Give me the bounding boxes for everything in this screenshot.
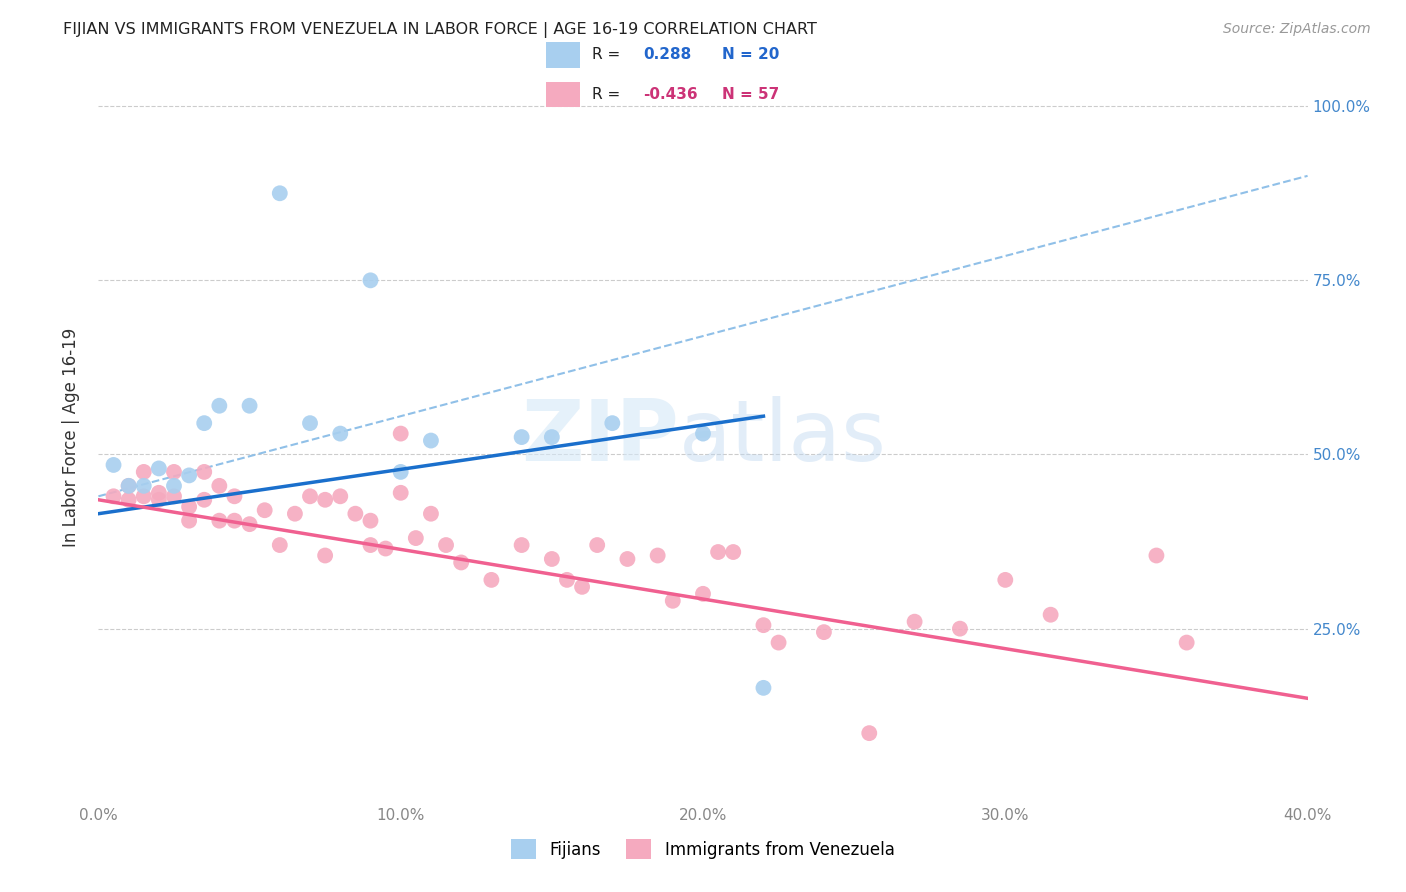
Point — [360, 514, 382, 528]
Point — [239, 399, 262, 413]
Text: R =: R = — [592, 47, 620, 62]
Point — [858, 726, 880, 740]
Point — [193, 465, 215, 479]
Point — [450, 556, 472, 570]
Text: ZIP: ZIP — [522, 395, 679, 479]
Point — [1175, 635, 1198, 649]
Point — [389, 426, 412, 441]
Text: FIJIAN VS IMMIGRANTS FROM VENEZUELA IN LABOR FORCE | AGE 16-19 CORRELATION CHART: FIJIAN VS IMMIGRANTS FROM VENEZUELA IN L… — [63, 22, 817, 38]
Point — [208, 514, 231, 528]
Point — [163, 465, 186, 479]
Text: atlas: atlas — [679, 395, 887, 479]
Point — [602, 416, 624, 430]
Point — [208, 399, 231, 413]
Text: Source: ZipAtlas.com: Source: ZipAtlas.com — [1223, 22, 1371, 37]
Point — [616, 552, 638, 566]
Point — [510, 430, 533, 444]
Point — [179, 500, 201, 514]
Point — [420, 434, 443, 448]
Text: N = 20: N = 20 — [721, 47, 779, 62]
Point — [118, 492, 141, 507]
Point — [434, 538, 457, 552]
Point — [118, 479, 141, 493]
Point — [314, 549, 336, 563]
Point — [299, 489, 322, 503]
Point — [360, 273, 382, 287]
Point — [555, 573, 578, 587]
Point — [148, 492, 170, 507]
Point — [193, 416, 215, 430]
Point — [723, 545, 745, 559]
Point — [389, 465, 412, 479]
Point — [692, 426, 714, 441]
Point — [329, 489, 352, 503]
Point — [179, 468, 201, 483]
Point — [647, 549, 669, 563]
Text: N = 57: N = 57 — [721, 87, 779, 103]
Text: -0.436: -0.436 — [643, 87, 697, 103]
Point — [540, 430, 562, 444]
Point — [132, 465, 155, 479]
Point — [481, 573, 503, 587]
Point — [103, 458, 125, 472]
Point — [904, 615, 927, 629]
Point — [949, 622, 972, 636]
Point — [299, 416, 322, 430]
Point — [389, 485, 412, 500]
Point — [269, 538, 291, 552]
Point — [132, 489, 155, 503]
Point — [540, 552, 562, 566]
Point — [224, 514, 246, 528]
Point — [707, 545, 730, 559]
Text: 0.288: 0.288 — [643, 47, 692, 62]
Point — [360, 538, 382, 552]
Legend: Fijians, Immigrants from Venezuela: Fijians, Immigrants from Venezuela — [503, 830, 903, 868]
Point — [284, 507, 307, 521]
Point — [269, 186, 291, 201]
Point — [752, 681, 775, 695]
Bar — [547, 82, 579, 108]
Text: R =: R = — [592, 87, 620, 103]
Point — [329, 426, 352, 441]
Point — [344, 507, 367, 521]
Point — [208, 479, 231, 493]
Point — [239, 517, 262, 532]
Point — [420, 507, 443, 521]
Point — [179, 514, 201, 528]
Point — [103, 489, 125, 503]
Point — [314, 492, 336, 507]
Point — [1039, 607, 1062, 622]
Point — [374, 541, 396, 556]
Point — [1144, 549, 1167, 563]
Bar — [547, 42, 579, 68]
Point — [510, 538, 533, 552]
Point — [768, 635, 790, 649]
Point — [752, 618, 775, 632]
Y-axis label: In Labor Force | Age 16-19: In Labor Force | Age 16-19 — [62, 327, 80, 547]
Point — [148, 461, 170, 475]
Point — [692, 587, 714, 601]
Point — [586, 538, 609, 552]
Point — [253, 503, 276, 517]
Point — [118, 479, 141, 493]
Point — [571, 580, 593, 594]
Point — [661, 594, 683, 608]
Point — [132, 479, 155, 493]
Point — [224, 489, 246, 503]
Point — [163, 489, 186, 503]
Point — [813, 625, 835, 640]
Point — [163, 479, 186, 493]
Point — [994, 573, 1017, 587]
Point — [148, 485, 170, 500]
Point — [405, 531, 427, 545]
Point — [193, 492, 215, 507]
